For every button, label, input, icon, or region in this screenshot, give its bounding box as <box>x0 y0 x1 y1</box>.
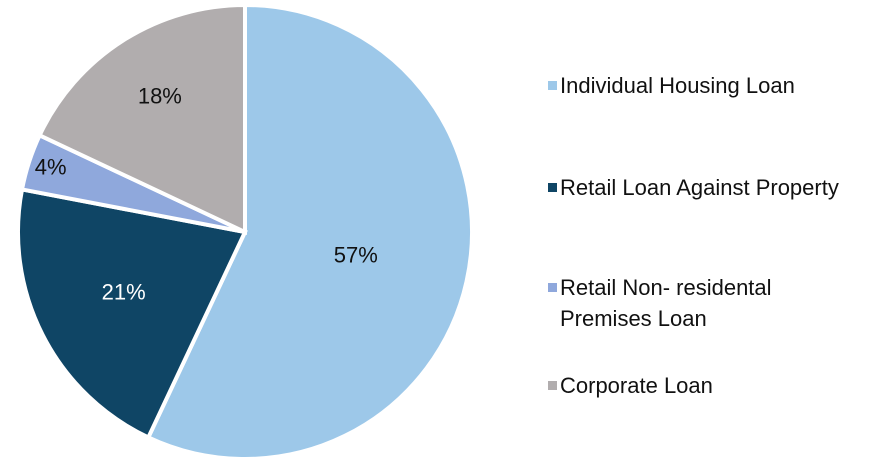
pie-slice <box>16 187 248 441</box>
pie-area: 57% 21% 4% 18% <box>16 2 474 459</box>
legend-entry: Individual Housing Loan <box>548 70 865 101</box>
data-label: 57% <box>334 243 378 268</box>
data-label: 18% <box>138 84 182 109</box>
legend-label: Individual Housing Loan <box>560 73 795 98</box>
legend-label: Corporate Loan <box>560 373 713 398</box>
data-label: 4% <box>35 155 67 180</box>
legend-swatch <box>548 381 557 390</box>
data-label: 21% <box>102 280 146 305</box>
legend-swatch <box>548 81 557 90</box>
pie-slice <box>145 2 474 459</box>
pie-slice <box>36 2 247 236</box>
legend-entry: Retail Loan Against Property <box>548 172 865 203</box>
legend-entry: Retail Non- residental Premises Loan <box>548 272 865 334</box>
legend-swatch <box>548 283 557 292</box>
legend-entry: Corporate Loan <box>548 370 865 401</box>
legend-label: Retail Non- residental Premises Loan <box>560 275 772 331</box>
legend-swatch <box>548 183 557 192</box>
legend-label: Retail Loan Against Property <box>560 175 839 200</box>
